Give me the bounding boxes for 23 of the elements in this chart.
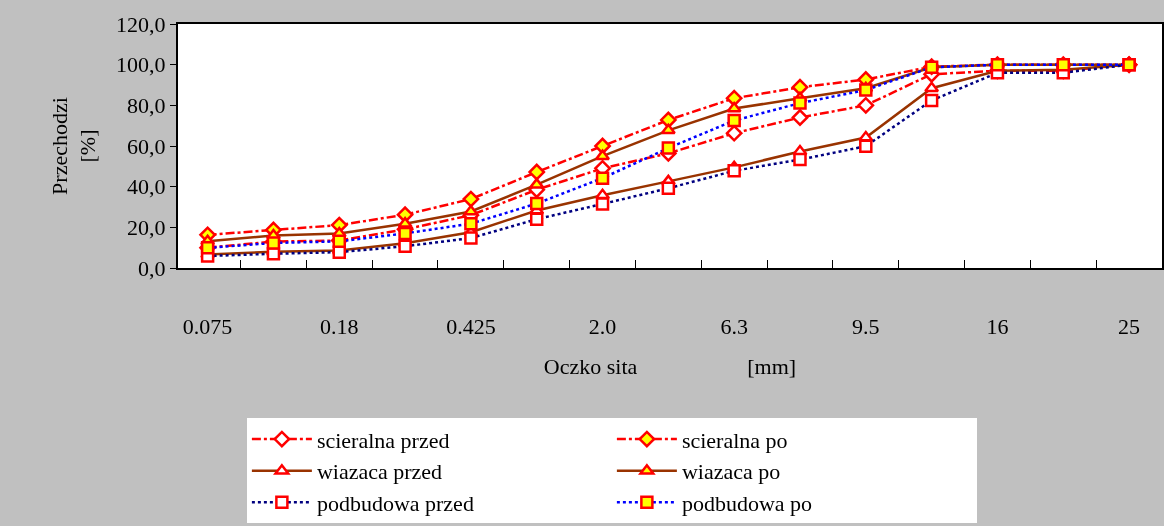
x-axis-title: Oczko sita [mm] [543,353,797,379]
legend-label: wiazaca przed [316,459,443,485]
y-tick-label: 80,0 [127,93,166,119]
y-tick-label: 60,0 [127,133,166,159]
y-tick-label: 40,0 [127,174,166,200]
y-axis-title: Przechodzi [%] [46,97,101,195]
y-tick-label: 120,0 [116,11,166,37]
legend-label: podbudowa po [681,490,813,516]
legend-label: scieralna przed [316,427,450,453]
legend-label: podbudowa przed [316,490,474,516]
y-tick-label: 20,0 [127,215,166,241]
x-tick-label: 0.075 [182,314,233,340]
y-tick-label: 100,0 [116,52,166,78]
legend-label: wiazaca po [681,459,781,485]
x-tick-label: 9.5 [852,314,880,340]
x-tick-label: 6.3 [720,314,748,340]
x-tick-label: 0.425 [446,314,496,340]
x-tick-label: 16 [986,314,1009,340]
y-tick-label: 0,0 [138,255,166,281]
x-tick-label: 0.18 [320,314,359,340]
legend-label: scieralna po [681,427,788,453]
x-tick-label: 25 [1118,314,1141,340]
x-tick-label: 2.0 [588,314,617,340]
